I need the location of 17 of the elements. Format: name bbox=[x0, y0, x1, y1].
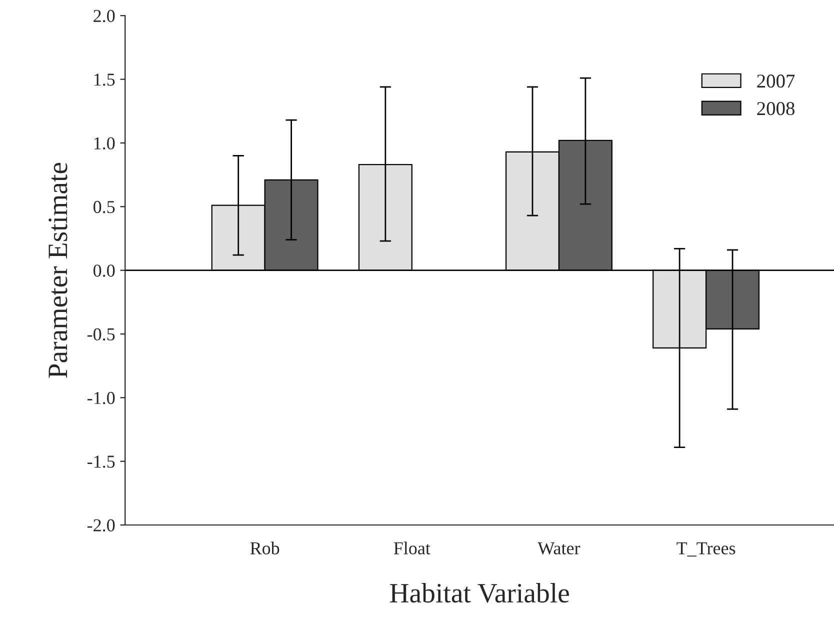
y-tick-label: -0.5 bbox=[87, 328, 115, 341]
y-tick-label: -1.0 bbox=[87, 392, 115, 404]
x-tick-label: T_Trees bbox=[676, 542, 736, 557]
legend-label: 2007 bbox=[757, 74, 795, 88]
y-tick-label: -2.0 bbox=[87, 519, 115, 532]
y-tick-label: 1.5 bbox=[94, 74, 115, 86]
y-tick-label: 1.0 bbox=[94, 137, 115, 150]
x-tick-label: Water bbox=[538, 542, 580, 554]
y-tick-label: 2.0 bbox=[94, 10, 115, 22]
y-tick-label: 0.0 bbox=[93, 264, 115, 277]
x-tick-label: Float bbox=[394, 542, 430, 554]
y-axis-title: Parameter Estimate bbox=[48, 162, 68, 378]
x-tick-label: Rob bbox=[250, 542, 280, 554]
x-axis-title: Habitat Variable bbox=[390, 583, 569, 603]
y-tick-label: 0.5 bbox=[93, 200, 115, 214]
y-tick-label: -1.5 bbox=[87, 456, 115, 468]
legend-label: 2008 bbox=[757, 102, 794, 116]
